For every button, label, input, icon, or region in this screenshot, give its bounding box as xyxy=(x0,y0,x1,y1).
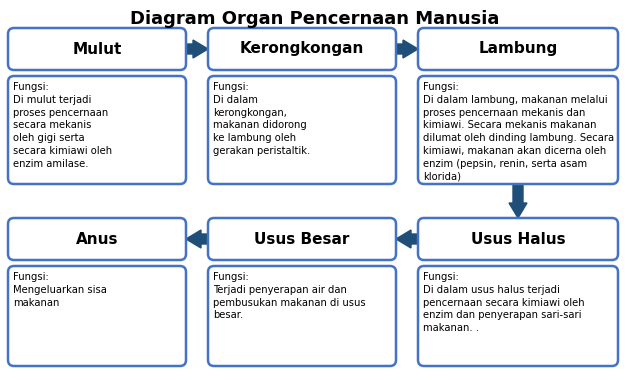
FancyBboxPatch shape xyxy=(208,76,396,184)
Polygon shape xyxy=(396,230,418,248)
FancyBboxPatch shape xyxy=(208,218,396,260)
Text: Fungsi:
Mengeluarkan sisa
makanan: Fungsi: Mengeluarkan sisa makanan xyxy=(13,272,107,307)
Text: Fungsi:
Di dalam lambung, makanan melalui
proses pencernaan mekanis dan
kimiawi.: Fungsi: Di dalam lambung, makanan melalu… xyxy=(423,82,614,182)
FancyBboxPatch shape xyxy=(418,266,618,366)
Text: Fungsi:
Di mulut terjadi
proses pencernaan
secara mekanis
oleh gigi serta
secara: Fungsi: Di mulut terjadi proses pencerna… xyxy=(13,82,112,169)
Polygon shape xyxy=(509,184,527,218)
Text: Anus: Anus xyxy=(76,231,118,247)
FancyBboxPatch shape xyxy=(418,28,618,70)
FancyBboxPatch shape xyxy=(8,218,186,260)
Polygon shape xyxy=(396,40,418,58)
FancyBboxPatch shape xyxy=(418,76,618,184)
Text: Lambung: Lambung xyxy=(478,41,558,57)
Text: Kerongkongan: Kerongkongan xyxy=(240,41,364,57)
FancyBboxPatch shape xyxy=(418,218,618,260)
Text: Fungsi:
Di dalam
kerongkongan,
makanan didorong
ke lambung oleh
gerakan peristal: Fungsi: Di dalam kerongkongan, makanan d… xyxy=(213,82,310,156)
FancyBboxPatch shape xyxy=(8,76,186,184)
Text: Diagram Organ Pencernaan Manusia: Diagram Organ Pencernaan Manusia xyxy=(130,10,500,28)
Text: Fungsi:
Di dalam usus halus terjadi
pencernaan secara kimiawi oleh
enzim dan pen: Fungsi: Di dalam usus halus terjadi penc… xyxy=(423,272,585,333)
Text: Fungsi:
Terjadi penyerapan air dan
pembusukan makanan di usus
besar.: Fungsi: Terjadi penyerapan air dan pembu… xyxy=(213,272,365,320)
Text: Usus Halus: Usus Halus xyxy=(471,231,565,247)
Text: Mulut: Mulut xyxy=(72,41,122,57)
FancyBboxPatch shape xyxy=(8,266,186,366)
FancyBboxPatch shape xyxy=(208,28,396,70)
Text: Usus Besar: Usus Besar xyxy=(255,231,350,247)
FancyBboxPatch shape xyxy=(208,266,396,366)
Polygon shape xyxy=(186,230,208,248)
FancyBboxPatch shape xyxy=(8,28,186,70)
Polygon shape xyxy=(186,40,208,58)
